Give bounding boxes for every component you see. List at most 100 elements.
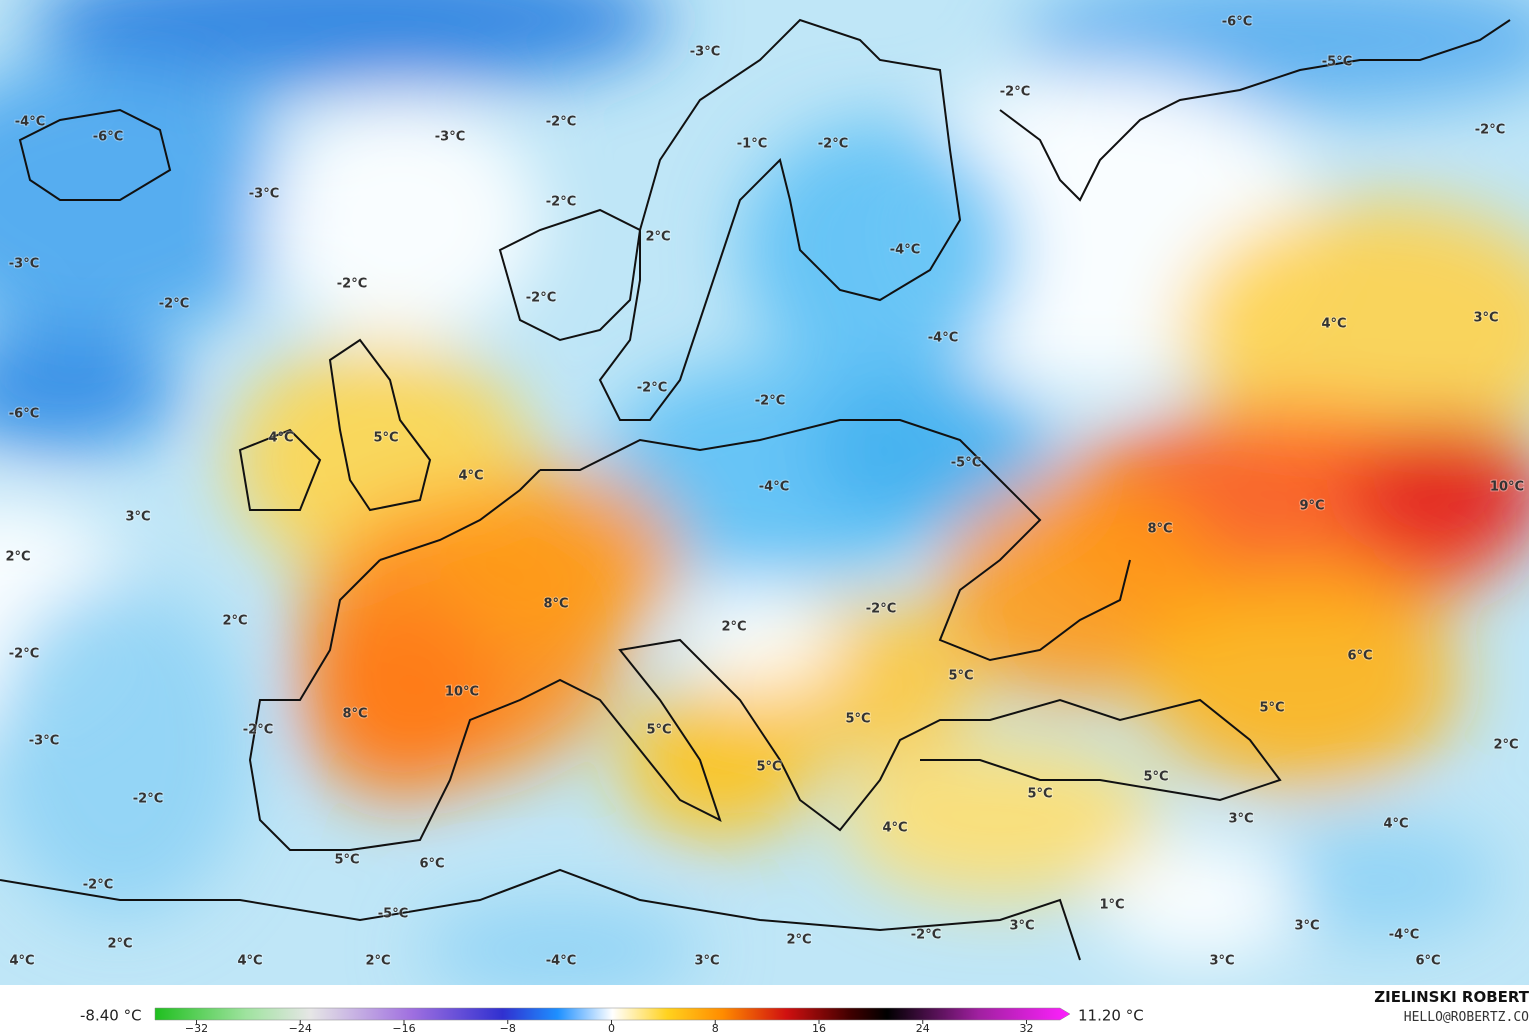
temperature-label: 4°C bbox=[237, 954, 262, 969]
field-patch bbox=[420, 900, 700, 985]
temperature-label: 6°C bbox=[1347, 649, 1372, 664]
temperature-label: -2°C bbox=[818, 137, 848, 152]
temperature-label: 2°C bbox=[721, 620, 746, 635]
temperature-label: 3°C bbox=[1294, 919, 1319, 934]
temperature-label: 5°C bbox=[1259, 701, 1284, 716]
temperature-label: 10°C bbox=[445, 685, 479, 700]
field-patch bbox=[1100, 840, 1300, 960]
colorbar-max: 11.20 °C bbox=[1078, 1007, 1144, 1025]
colorbar-tick-label: 24 bbox=[916, 1022, 930, 1035]
field-patch bbox=[740, 120, 1020, 380]
field-patch bbox=[680, 590, 840, 690]
field-patch bbox=[1180, 200, 1529, 460]
temperature-label: 3°C bbox=[694, 954, 719, 969]
field-patch bbox=[810, 370, 1050, 530]
temperature-label: 4°C bbox=[268, 431, 293, 446]
temperature-label: -2°C bbox=[159, 297, 189, 312]
temperature-label: 5°C bbox=[756, 760, 781, 775]
norway-outline bbox=[498, 208, 642, 342]
temperature-label: 2°C bbox=[786, 933, 811, 948]
field-patch bbox=[1140, 570, 1460, 790]
temperature-field bbox=[0, 0, 1529, 985]
colorbar: -8.40 °C 11.20 °C ZIELINSKI ROBERT HELLO… bbox=[80, 988, 1529, 1035]
credit-site: HELLO@ROBERTZ.CO bbox=[1404, 1010, 1529, 1025]
temperature-label: -5°C bbox=[1322, 55, 1352, 70]
temperature-label: -4°C bbox=[546, 954, 576, 969]
temperature-label: -2°C bbox=[83, 878, 113, 893]
temperature-label: 3°C bbox=[125, 510, 150, 525]
temperature-label: 2°C bbox=[645, 230, 670, 245]
temperature-label: -3°C bbox=[690, 45, 720, 60]
temperature-label: 5°C bbox=[646, 723, 671, 738]
temperature-label: 3°C bbox=[1473, 311, 1498, 326]
colorbar-bar bbox=[154, 1007, 1071, 1021]
temperature-label: 5°C bbox=[334, 853, 359, 868]
field-patch bbox=[260, 100, 540, 340]
coastlines bbox=[0, 18, 1511, 961]
temperature-label: -4°C bbox=[890, 243, 920, 258]
temperature-label: 8°C bbox=[1147, 522, 1172, 537]
temperature-label: -5°C bbox=[378, 907, 408, 922]
field-patch bbox=[1350, 420, 1529, 560]
temperature-label: 3°C bbox=[1209, 954, 1234, 969]
temperature-label: -2°C bbox=[1475, 123, 1505, 138]
temperature-label: 2°C bbox=[107, 937, 132, 952]
temperature-label: 5°C bbox=[373, 431, 398, 446]
temperature-label: -2°C bbox=[546, 195, 576, 210]
temperature-label: -3°C bbox=[9, 257, 39, 272]
temperature-label: -4°C bbox=[1389, 928, 1419, 943]
temperature-label: -3°C bbox=[29, 734, 59, 749]
field-patch bbox=[0, 330, 180, 450]
colorbar-tick-label: 32 bbox=[1020, 1022, 1034, 1035]
temperature-label: 5°C bbox=[845, 712, 870, 727]
temperature-label: 4°C bbox=[9, 954, 34, 969]
temperature-label: 4°C bbox=[1383, 817, 1408, 832]
colorbar-tick-label: 8 bbox=[712, 1022, 719, 1035]
temperature-label: -4°C bbox=[15, 115, 45, 130]
temperature-label: 5°C bbox=[948, 669, 973, 684]
temperature-label: -2°C bbox=[546, 115, 576, 130]
colorbar-tick-label: −16 bbox=[392, 1022, 415, 1035]
temperature-label: 2°C bbox=[1493, 738, 1518, 753]
field-patch bbox=[30, 0, 670, 90]
credit-name: ZIELINSKI ROBERT bbox=[1374, 988, 1529, 1006]
temperature-label: -3°C bbox=[435, 130, 465, 145]
temperature-label: -2°C bbox=[1000, 85, 1030, 100]
temperature-label: -2°C bbox=[133, 792, 163, 807]
temperature-label: 8°C bbox=[342, 707, 367, 722]
temperature-label: 4°C bbox=[458, 469, 483, 484]
temperature-label: -2°C bbox=[337, 277, 367, 292]
temperature-label: -2°C bbox=[526, 291, 556, 306]
temperature-label: -4°C bbox=[928, 331, 958, 346]
temperature-label: 6°C bbox=[1415, 954, 1440, 969]
arctic-coast bbox=[999, 19, 1511, 202]
temperature-label: -2°C bbox=[911, 928, 941, 943]
temperature-label: -2°C bbox=[866, 602, 896, 617]
temperature-label: -6°C bbox=[9, 407, 39, 422]
temperature-labels: -6°C -5°C -2°C -2°C -3°C -2°C -1°C -2°C -3°C -6°C… bbox=[4, 14, 1525, 970]
temperature-label: -2°C bbox=[243, 723, 273, 738]
europe-coast bbox=[248, 419, 1282, 851]
temperature-label: 2°C bbox=[222, 614, 247, 629]
temperature-label: 2°C bbox=[365, 954, 390, 969]
field-blobs bbox=[0, 0, 1529, 985]
iceland-outline bbox=[18, 108, 172, 201]
colorbar-tick-label: 0 bbox=[608, 1022, 615, 1035]
temperature-label: 3°C bbox=[1009, 919, 1034, 934]
temperature-label: 6°C bbox=[419, 857, 444, 872]
temperature-label: -4°C bbox=[759, 480, 789, 495]
africa-coast bbox=[0, 868, 1081, 961]
temperature-label: 8°C bbox=[543, 597, 568, 612]
colorbar-tick-label: −8 bbox=[500, 1022, 516, 1035]
temperature-label: 2°C bbox=[5, 550, 30, 565]
field-patch bbox=[300, 600, 500, 800]
temperature-label: -3°C bbox=[249, 187, 279, 202]
temperature-label: 4°C bbox=[882, 821, 907, 836]
scandinavia-outline bbox=[598, 18, 962, 421]
temperature-label: 1°C bbox=[1099, 898, 1124, 913]
temperature-label: 4°C bbox=[1321, 317, 1346, 332]
temperature-label: 9°C bbox=[1299, 499, 1324, 514]
colorbar-tick-label: 16 bbox=[812, 1022, 826, 1035]
